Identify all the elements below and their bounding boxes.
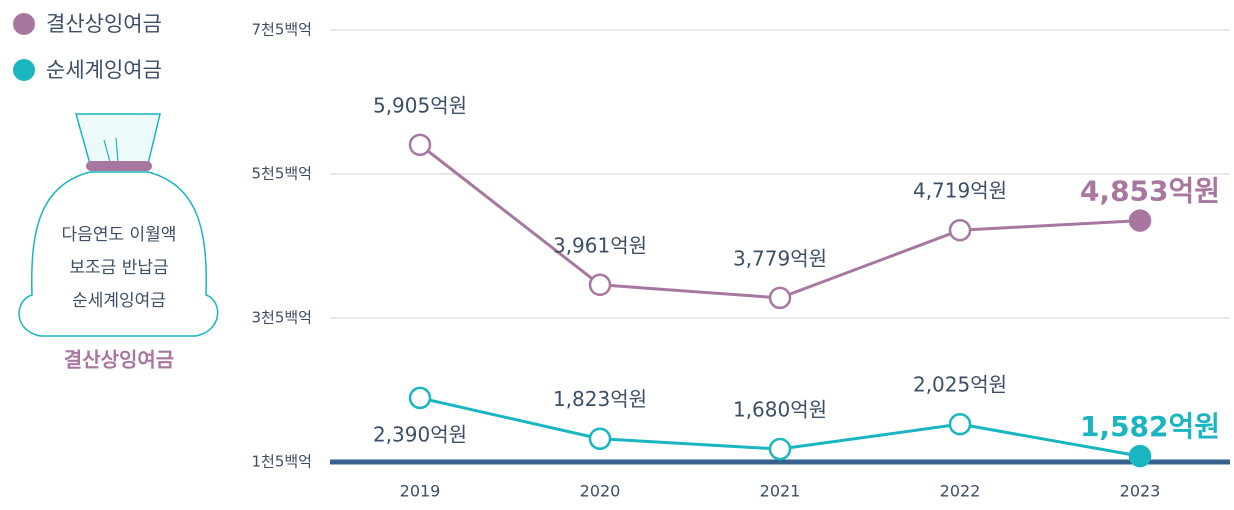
line: [419, 143, 1141, 300]
data-label: 5,905억원: [373, 93, 467, 117]
legend-label: 결산상잉여금: [46, 12, 162, 36]
y-tick-label: 3천5백억: [252, 309, 313, 327]
data-label: 4,719억원: [913, 179, 1007, 203]
x-tick-label: 2022: [940, 482, 981, 501]
data-label: 2,390억원: [373, 422, 467, 446]
point: [948, 412, 972, 436]
data-label: 2,025억원: [913, 373, 1007, 397]
bag-illustration: 다음연도 이월액 보조금 반납금 순세계잉여금 결산상잉여금: [18, 113, 219, 372]
point: [588, 273, 612, 297]
x-tick-label: 2019: [400, 482, 441, 501]
y-tick-label: 1천5백억: [252, 453, 313, 471]
x-tick-label: 2023: [1120, 482, 1161, 501]
x-tick-label: 2020: [580, 482, 621, 501]
point: [768, 437, 792, 461]
data-label: 3,779억원: [733, 246, 827, 270]
data-label: 1,823억원: [553, 387, 647, 411]
bag-text: 다음연도 이월액: [62, 225, 177, 245]
point: [1128, 444, 1152, 468]
point: [1128, 209, 1152, 232]
point: [768, 286, 792, 310]
bag-text: 보조금 반납금: [69, 258, 168, 278]
point: [588, 427, 612, 450]
bag-string: [103, 137, 119, 163]
data-label: 3,961억원: [553, 233, 647, 257]
bag-body: [18, 171, 219, 337]
data-label: 1,680억원: [733, 398, 827, 422]
y-tick-label: 7천5백억: [252, 21, 313, 39]
legend-swatch: [13, 59, 35, 81]
data-label: 4,853억원: [1080, 175, 1220, 208]
x-tick-label: 2021: [760, 482, 801, 501]
point: [948, 218, 972, 242]
bag-knot: [86, 161, 152, 171]
bag-label: 결산상잉여금: [64, 348, 174, 372]
y-tick-label: 5천5백억: [252, 165, 313, 183]
legend-label: 순세계잉여금: [46, 58, 162, 82]
bag-text: 순세계잉여금: [72, 291, 166, 311]
legend-swatch: [13, 13, 35, 35]
data-label: 1,582억원: [1080, 410, 1220, 443]
point: [408, 386, 432, 410]
point: [408, 133, 432, 157]
